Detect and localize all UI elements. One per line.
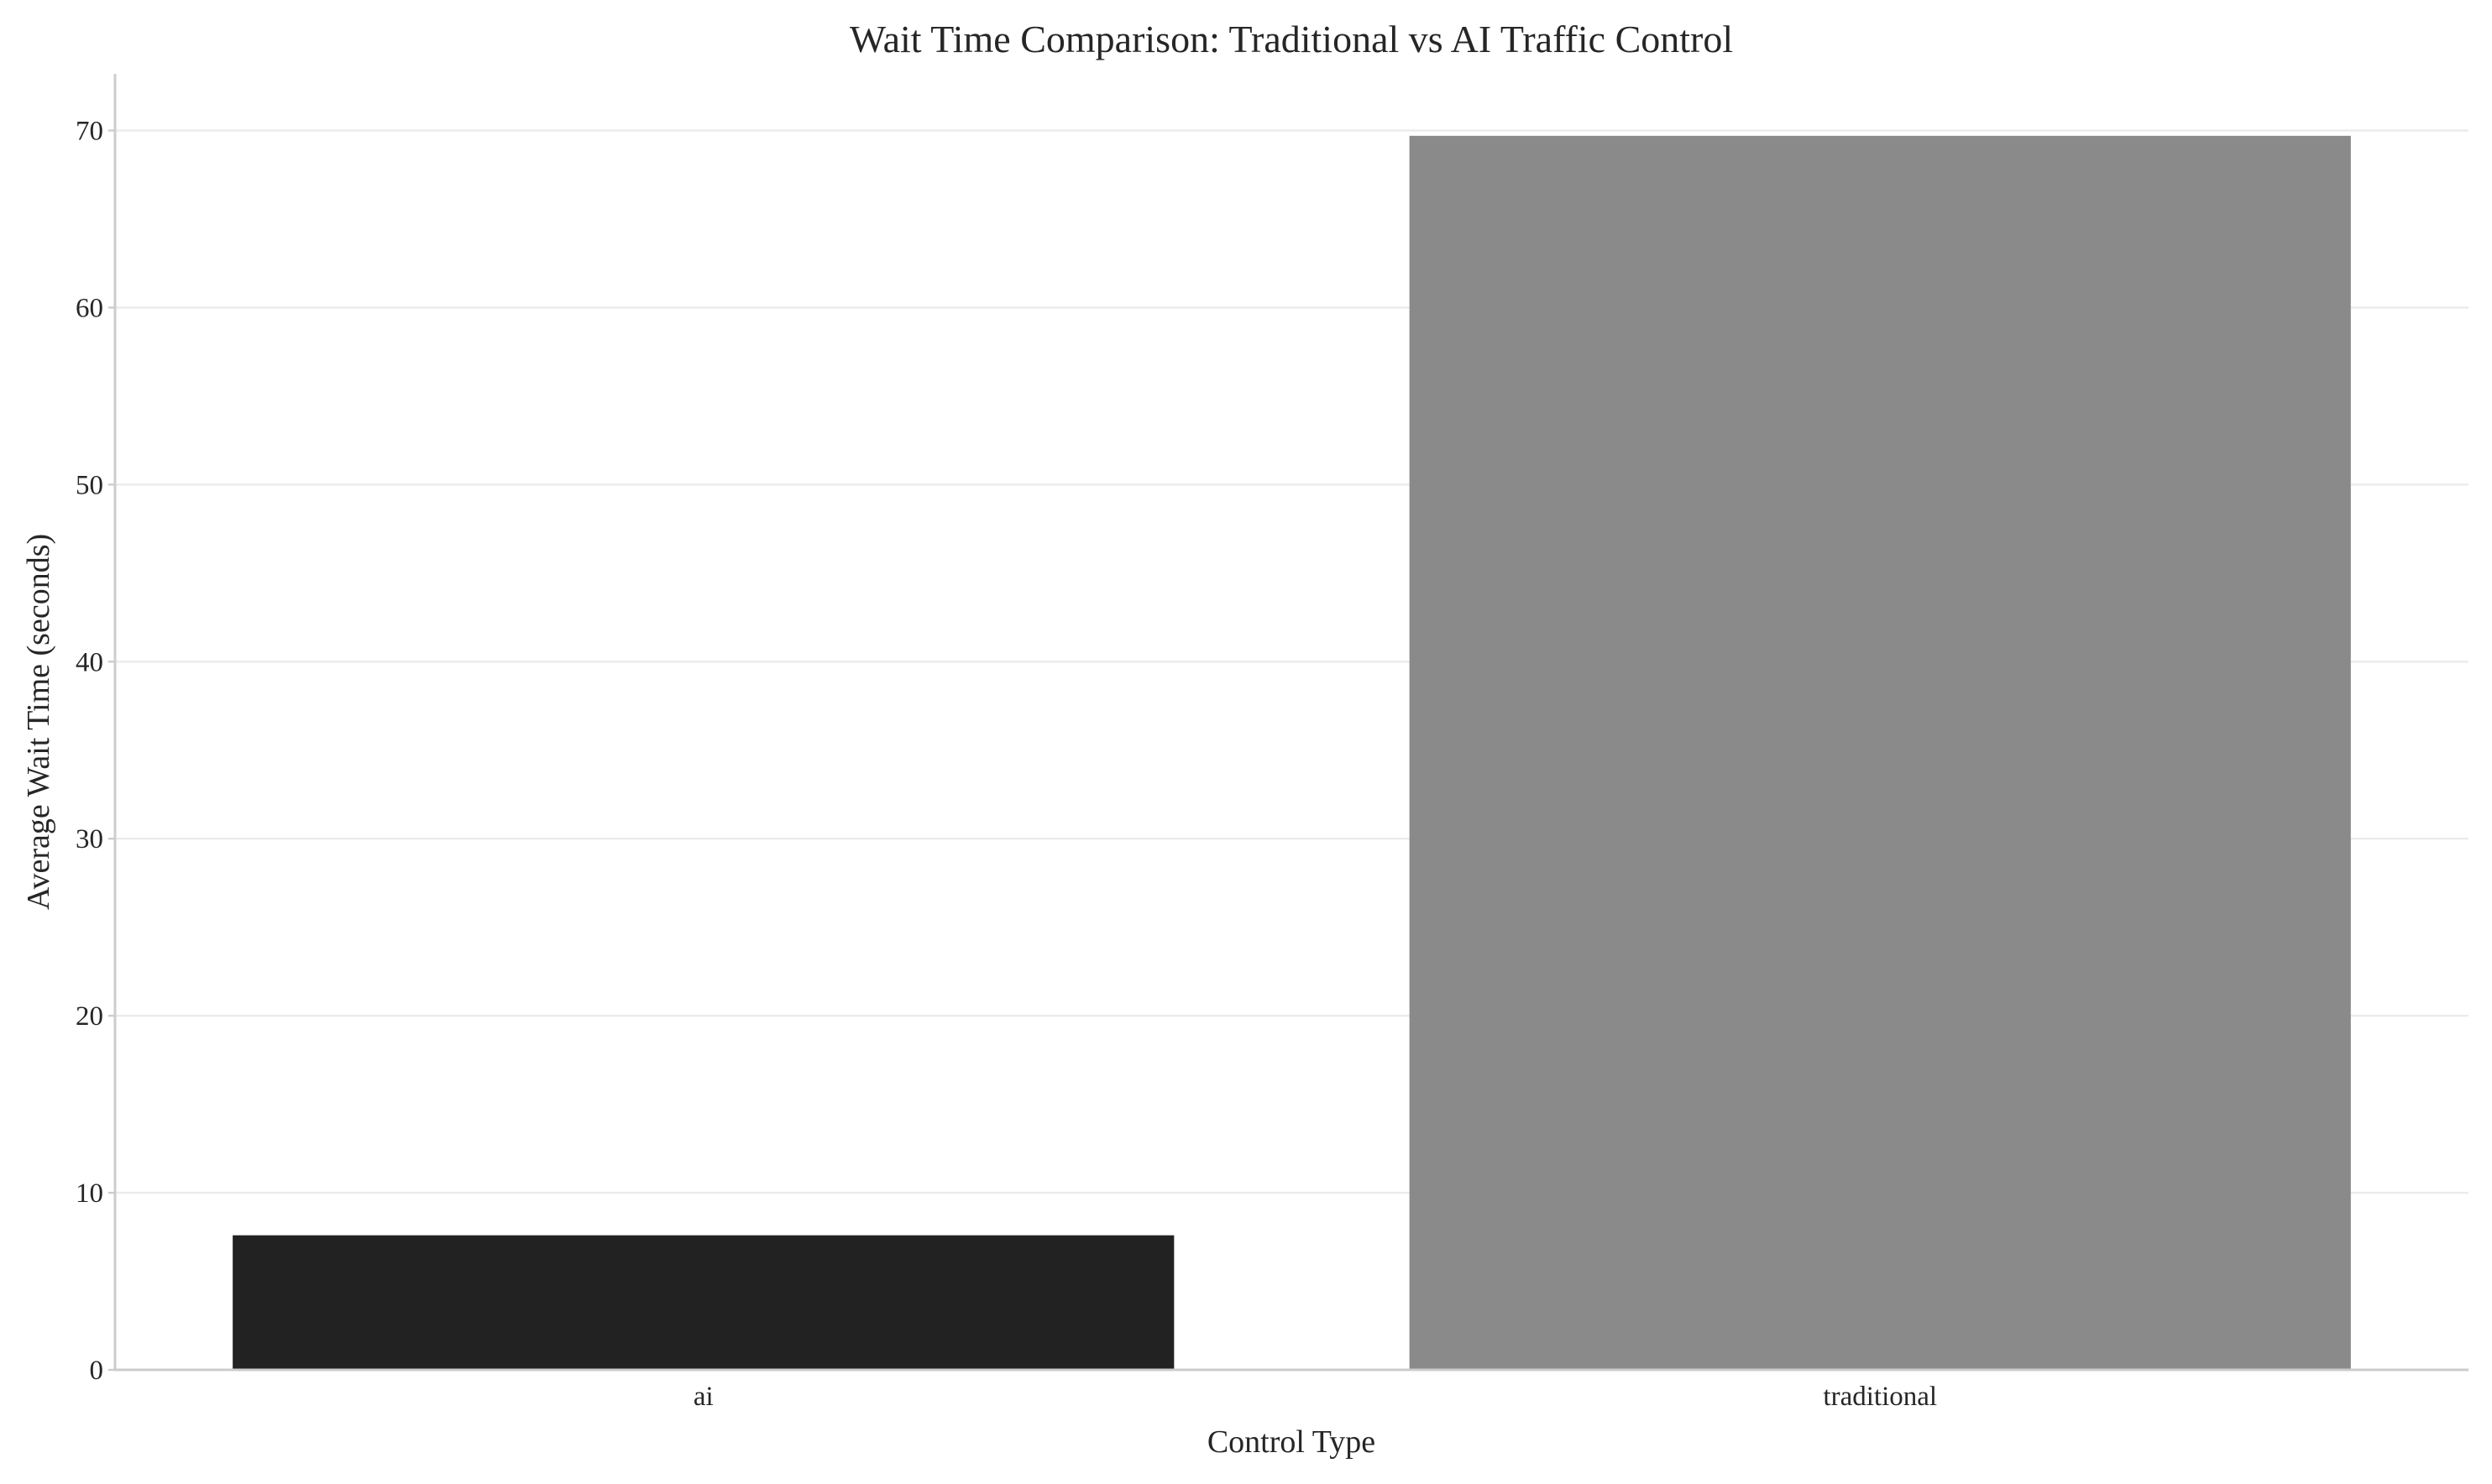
y-tick-label: 60 (76, 293, 103, 323)
x-tick-layer: ai traditional (694, 1382, 1937, 1412)
x-tick-label-ai: ai (694, 1382, 714, 1412)
chart-title: Wait Time Comparison: Traditional vs AI … (850, 18, 1733, 60)
x-axis-label: Control Type (1207, 1424, 1375, 1460)
y-tick-label: 0 (90, 1356, 104, 1386)
y-axis-label: Average Wait Time (seconds) (21, 534, 56, 910)
bar-ai (233, 1235, 1175, 1370)
x-tick-label-traditional: traditional (1823, 1382, 1937, 1412)
y-tick-label: 10 (76, 1178, 103, 1209)
y-tick-label: 20 (76, 1001, 103, 1032)
bar-traditional (1409, 135, 2351, 1370)
grid-layer (115, 129, 2468, 1194)
bar-layer (233, 135, 2351, 1370)
y-tick-label: 40 (76, 647, 103, 677)
y-tick-layer: 0 10 20 30 40 50 60 70 (76, 116, 115, 1386)
y-tick-label: 30 (76, 824, 103, 854)
y-tick-label: 50 (76, 470, 103, 500)
y-tick-label: 70 (76, 116, 103, 146)
